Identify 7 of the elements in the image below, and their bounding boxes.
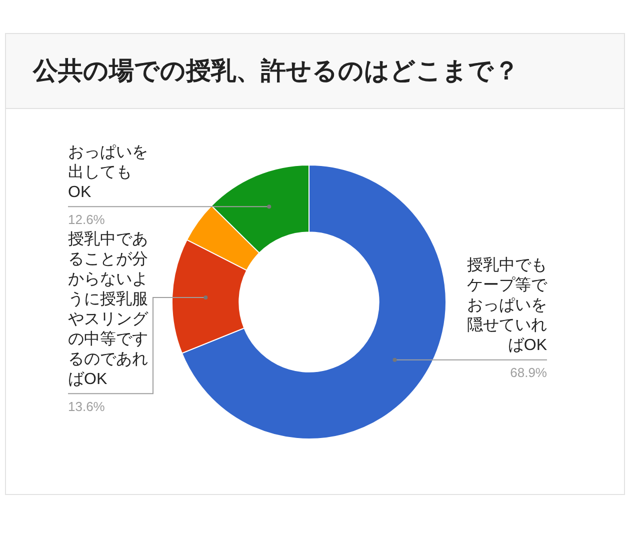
slice-label: 授乳中であることが分からないように授乳服やスリングの中等でするのであればOK bbox=[68, 230, 150, 390]
chart-title: 公共の場での授乳、許せるのはどこまで？ bbox=[33, 56, 519, 87]
data-label: 13.6% bbox=[68, 398, 105, 415]
data-label: 12.6% bbox=[68, 212, 105, 228]
slice-label: おっぱいを出してもOK bbox=[68, 142, 149, 203]
data-label: 68.9% bbox=[510, 364, 547, 381]
slice-label: 授乳中でもケープ等でおっぱいを隠せていればOK bbox=[466, 256, 547, 356]
